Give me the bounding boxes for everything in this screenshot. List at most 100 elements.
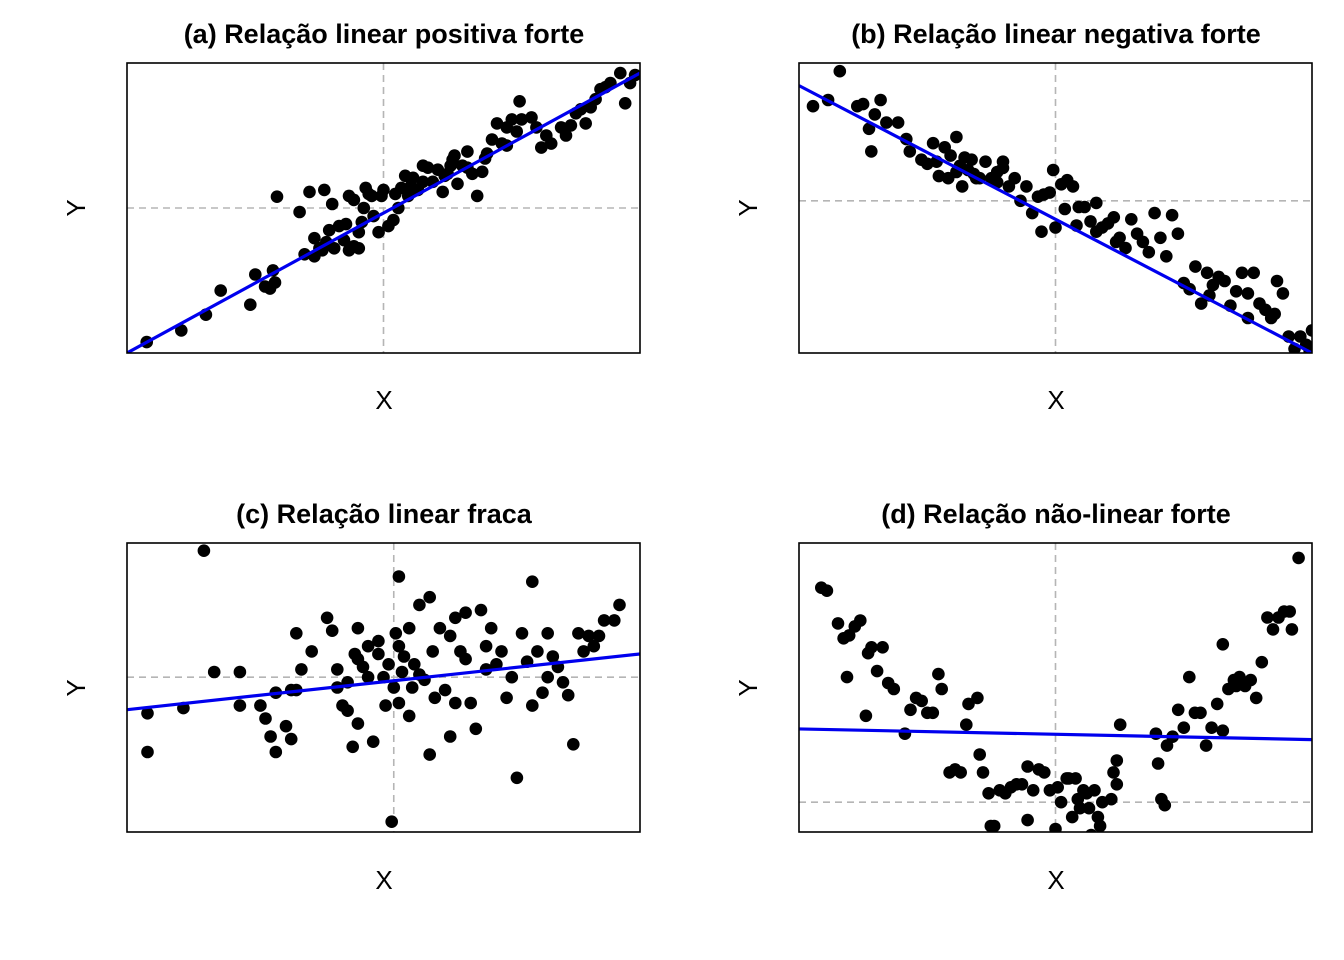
panel-c-point	[320, 611, 334, 625]
panel-b-point	[1160, 249, 1173, 263]
panel-a-point	[513, 95, 526, 108]
panel-b-point	[862, 122, 876, 136]
panel-d-point	[1069, 772, 1082, 785]
panel-c-point	[449, 611, 462, 625]
panel-a-point	[579, 117, 592, 130]
panel-c-point	[426, 645, 440, 658]
panel-d-plot-area	[798, 542, 1313, 848]
panel-d-point	[887, 682, 901, 696]
panel-d-point	[971, 691, 984, 705]
panel-d-point	[870, 664, 884, 678]
panel-a-point	[416, 175, 430, 189]
panel-d-point	[1158, 798, 1172, 812]
panel-c-point	[382, 658, 395, 671]
panel-c-point	[295, 663, 308, 676]
panel-b-regression-line	[799, 84, 1312, 353]
panel-c-point	[459, 652, 472, 666]
panel-c-point	[351, 652, 365, 666]
panel-c-point	[459, 606, 472, 619]
panel-a-point	[614, 66, 627, 80]
panel-c-point	[372, 647, 385, 661]
panel-c-point	[526, 699, 539, 712]
panel-c-point	[264, 730, 277, 743]
panel-a-point	[515, 113, 528, 126]
panel-d-point	[904, 703, 917, 717]
panel-b-point	[955, 180, 969, 193]
panel-c-point	[141, 707, 154, 720]
panel-d-point	[1038, 766, 1051, 779]
panel-c-point	[449, 696, 462, 710]
panel-b-point	[1084, 215, 1097, 228]
panel-c-point	[582, 629, 595, 643]
panel-d-point	[1073, 801, 1087, 815]
panel-a-point	[249, 268, 262, 281]
panel-c-point	[351, 621, 365, 635]
panel-d-regression-line	[799, 727, 1312, 742]
panel-a-point	[303, 185, 316, 199]
panel-c-point	[546, 650, 560, 663]
panel-a-point	[270, 190, 284, 203]
panel-c-point	[385, 815, 399, 828]
panel-a-point	[372, 225, 385, 239]
panel-d-point	[1194, 706, 1207, 720]
panel-c-point	[541, 670, 554, 684]
panel-d-point	[1151, 757, 1165, 770]
panel-d-point	[820, 584, 834, 597]
panel-c-point	[372, 634, 385, 648]
panel-c-point	[392, 639, 406, 653]
panel-b-point	[833, 64, 847, 78]
panel-d-point	[960, 718, 973, 731]
panel-d-point	[854, 614, 867, 627]
panel-d-point	[1099, 835, 1112, 848]
panel-b-point	[965, 153, 978, 166]
panel-a-point	[510, 125, 523, 138]
panel-a-title: (a) Relação linear positiva forte	[184, 19, 585, 49]
panel-d-point	[840, 670, 854, 684]
panel-d-point	[1021, 813, 1034, 827]
panel-a-point	[268, 276, 282, 289]
panel-b-point	[1008, 171, 1021, 185]
panel-c-point	[608, 614, 621, 627]
panel-b-point	[1154, 231, 1167, 245]
panel-c-point	[572, 627, 585, 640]
panel-b-point	[950, 130, 963, 144]
panel-a-point	[525, 111, 538, 124]
panel-c-point	[392, 570, 406, 583]
panel-b-point	[1148, 206, 1161, 220]
panel-d-point	[915, 694, 928, 708]
panel-d-point	[1244, 673, 1257, 687]
panel-c-regression-line	[127, 652, 640, 712]
panel-c-point	[279, 719, 293, 733]
panel-d-point	[1261, 611, 1274, 624]
panel-c-point	[402, 621, 416, 635]
panel-b-point	[1189, 260, 1202, 273]
panel-d-point	[1065, 810, 1079, 824]
panel-c-point	[290, 627, 303, 640]
panel-d-point	[1107, 766, 1120, 779]
panel-d-point	[1283, 605, 1296, 618]
panel-a-point	[559, 129, 573, 142]
panel-b-point	[1268, 307, 1281, 321]
panel-a-point	[490, 117, 504, 130]
panel-c-point	[254, 699, 267, 712]
panel-b-point	[1194, 297, 1208, 310]
panel-c-point	[505, 670, 519, 684]
panel-b-point	[1241, 287, 1255, 300]
panel-c-point	[346, 740, 360, 754]
panel-c-x-label: X	[375, 865, 392, 895]
panel-b-point	[903, 145, 917, 158]
panel-d-point	[1177, 721, 1191, 734]
panel-d-point	[1110, 754, 1124, 767]
panel-c-point	[233, 665, 247, 679]
panel-b-point	[1270, 274, 1284, 288]
panel-a-frame	[126, 62, 641, 354]
panel-b-point	[1046, 163, 1060, 177]
panel-d-point	[987, 819, 1001, 832]
panel-c-point	[531, 645, 544, 658]
panel-c-point	[428, 691, 442, 705]
panel-c-plot-area	[126, 542, 641, 833]
panel-c-point	[197, 544, 211, 557]
panel-a-point	[175, 324, 188, 337]
panel-c-point	[515, 627, 529, 640]
panel-b-point	[1247, 266, 1260, 280]
